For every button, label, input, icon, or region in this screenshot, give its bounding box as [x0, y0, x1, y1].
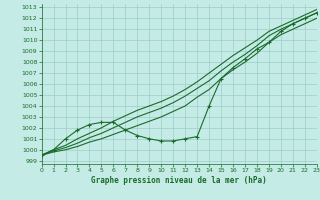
X-axis label: Graphe pression niveau de la mer (hPa): Graphe pression niveau de la mer (hPa)	[91, 176, 267, 185]
